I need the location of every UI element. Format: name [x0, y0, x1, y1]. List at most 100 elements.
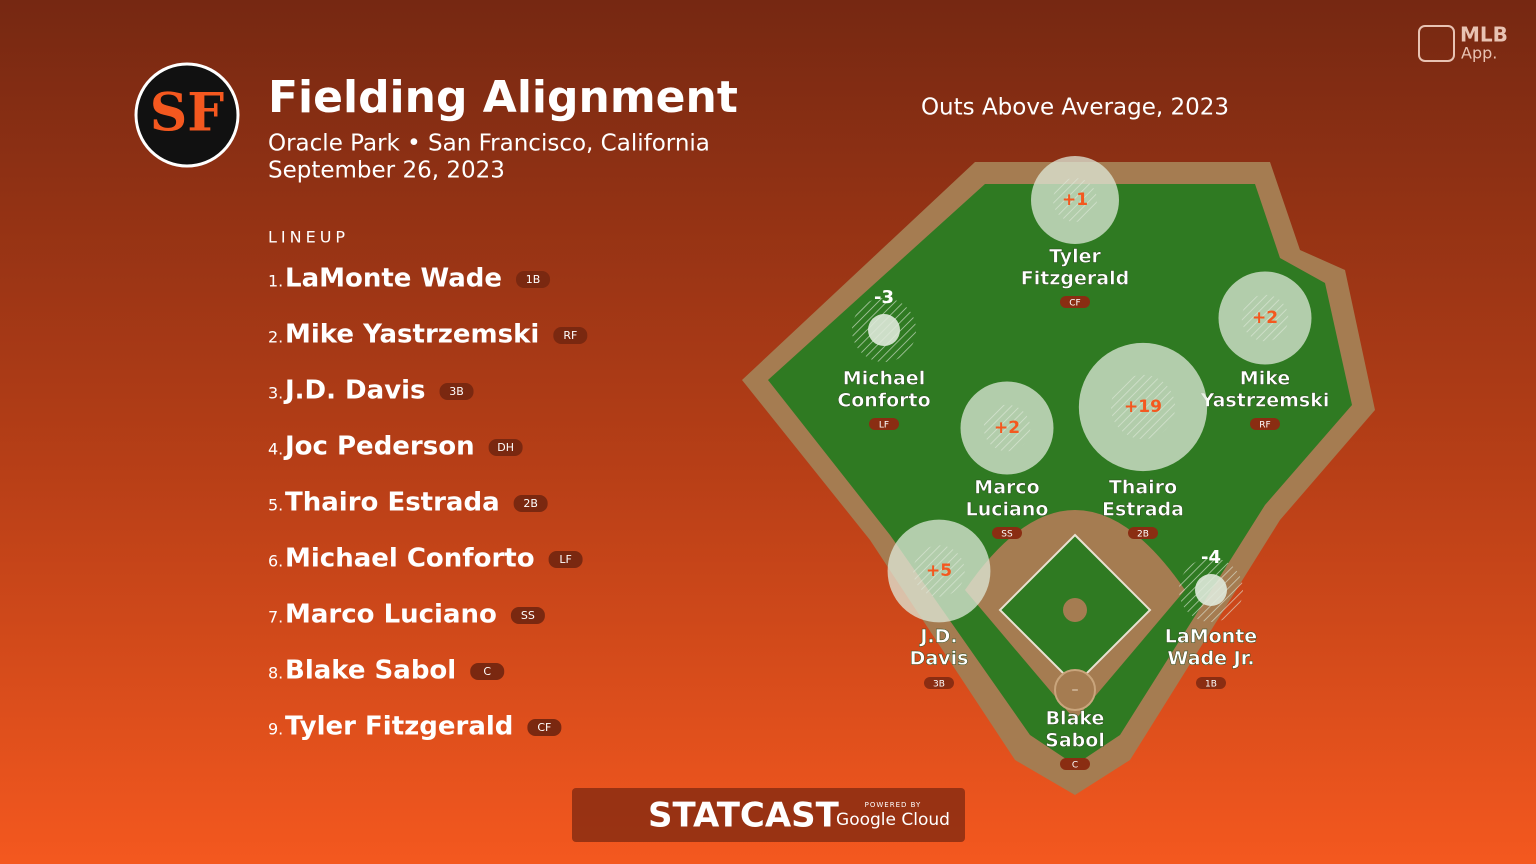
- mlb-logo: [1418, 25, 1455, 62]
- lineup-pos: LF: [559, 553, 571, 566]
- position-pill: [1196, 677, 1226, 689]
- lineup-pos: DH: [497, 441, 514, 454]
- footer-box: [572, 788, 965, 842]
- lineup-order: 6.: [268, 552, 283, 571]
- pitchers-mound: [1063, 598, 1087, 622]
- position-pill: [1250, 418, 1280, 430]
- oaa-hatch: [983, 404, 1031, 452]
- oaa-label: -3: [874, 287, 894, 308]
- player-pos: CF: [1069, 299, 1080, 309]
- lineup-name: J.D. Davis: [283, 376, 426, 406]
- lineup-order: 3.: [268, 384, 283, 403]
- oaa-circle: [1054, 669, 1096, 711]
- lineup-pos: 2B: [523, 497, 538, 510]
- player-pos: 3B: [933, 680, 945, 690]
- position-pill: [1060, 296, 1090, 308]
- title: Fielding Alignment: [268, 72, 738, 123]
- player-name: Michael: [843, 368, 925, 390]
- lineup-name: Mike Yastrzemski: [285, 320, 539, 350]
- player-name: Yastrzemski: [1200, 390, 1330, 412]
- player-name: Fitzgerald: [1021, 268, 1129, 290]
- oaa-core: [868, 314, 900, 346]
- oaa-label: +5: [926, 561, 952, 581]
- player-pos: LF: [879, 421, 889, 431]
- oaa-label: +19: [1124, 397, 1162, 417]
- lineup-pos: 1B: [526, 273, 541, 286]
- lineup-order: 2.: [268, 328, 283, 347]
- player-name: J.D.: [918, 626, 957, 648]
- position-pill: [924, 677, 954, 689]
- team-logo: [134, 62, 240, 168]
- oaa-hatch: [1110, 374, 1176, 440]
- brand-mlb: MLB: [1460, 23, 1508, 47]
- position-pill: [516, 271, 551, 288]
- player-name: Marco: [974, 477, 1039, 499]
- lineup-order: 5.: [268, 496, 283, 515]
- position-pill: [488, 439, 523, 456]
- position-pill: [869, 418, 899, 430]
- position-pill: [510, 607, 545, 624]
- position-pill: [1060, 758, 1090, 770]
- oaa-label: +1: [1062, 190, 1088, 210]
- lineup-order: 9.: [268, 720, 283, 739]
- footer-partner: Google Cloud: [836, 810, 950, 830]
- player-name: Luciano: [966, 499, 1049, 521]
- lineup-order: 1.: [268, 272, 283, 291]
- footer-powered: POWERED BY: [865, 801, 922, 809]
- field-title: Outs Above Average, 2023: [921, 95, 1229, 121]
- player-name: Tyler: [1049, 246, 1101, 268]
- position-pill: [439, 383, 474, 400]
- oaa-label: +2: [1252, 308, 1278, 328]
- position-pill: [1128, 527, 1158, 539]
- oaa-core: [1195, 574, 1227, 606]
- lineup-name: Tyler Fitzgerald: [285, 712, 513, 742]
- lineup-name: Blake Sabol: [285, 656, 456, 686]
- position-pill: [513, 495, 548, 512]
- player-name: Sabol: [1045, 730, 1105, 752]
- player-name: Blake: [1046, 708, 1105, 730]
- footer-brand: STATCAST: [648, 796, 840, 836]
- position-pill: [553, 327, 588, 344]
- oaa-hatch: [1053, 178, 1097, 222]
- player-name: LaMonte: [1165, 626, 1257, 648]
- lineup-order: 7.: [268, 608, 283, 627]
- lineup-pos: RF: [563, 329, 577, 342]
- lineup-name: Michael Conforto: [285, 544, 535, 574]
- oaa-label: -4: [1201, 547, 1221, 568]
- lineup-pos: SS: [521, 609, 535, 622]
- player-pos: 2B: [1137, 530, 1149, 540]
- player-pos: SS: [1001, 530, 1013, 540]
- position-pill: [992, 527, 1022, 539]
- player-name: Conforto: [837, 390, 930, 412]
- lineup-name: Joc Pederson: [283, 432, 475, 462]
- lineup-order: 4.: [268, 440, 283, 459]
- team-logo-mark: SF: [150, 83, 225, 144]
- player-pos: 1B: [1205, 680, 1217, 690]
- lineup-name: Marco Luciano: [285, 600, 497, 630]
- player-name: Davis: [910, 648, 969, 670]
- lineup-pos: CF: [537, 721, 551, 734]
- oaa-label: –: [1072, 682, 1079, 698]
- oaa-label: +2: [994, 418, 1020, 438]
- lineup-pos: C: [483, 665, 491, 678]
- player-name: Mike: [1240, 368, 1290, 390]
- date: September 26, 2023: [268, 158, 505, 184]
- lineup-label: LINEUP: [268, 228, 349, 247]
- lineup-name: Thairo Estrada: [285, 488, 500, 518]
- lineup-pos: 3B: [449, 385, 464, 398]
- player-pos: C: [1072, 761, 1078, 771]
- player-name: Thairo: [1109, 477, 1177, 499]
- position-pill: [470, 663, 505, 680]
- position-pill: [527, 719, 562, 736]
- lineup-name: LaMonte Wade: [285, 264, 502, 294]
- player-name: Estrada: [1102, 499, 1184, 521]
- player-name: Wade Jr.: [1167, 648, 1254, 670]
- oaa-hatch: [913, 545, 965, 597]
- venue: Oracle Park • San Francisco, California: [268, 131, 710, 157]
- player-pos: RF: [1259, 421, 1270, 431]
- brand-app: App.: [1461, 44, 1497, 63]
- lineup-order: 8.: [268, 664, 283, 683]
- oaa-hatch: [1241, 294, 1289, 342]
- position-pill: [548, 551, 583, 568]
